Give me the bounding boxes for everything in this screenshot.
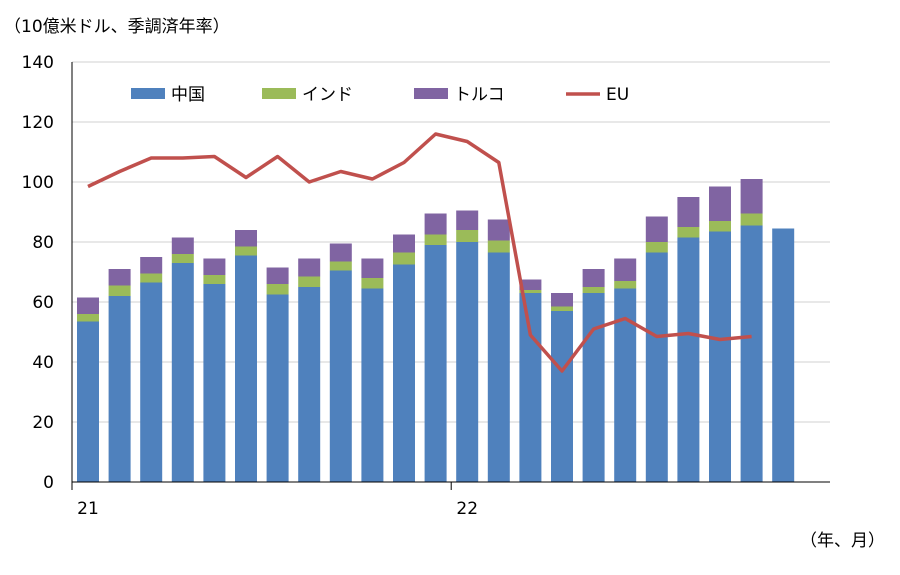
- bar-トルコ: [108, 269, 131, 286]
- bar-中国: [108, 296, 131, 482]
- bar-トルコ: [456, 210, 479, 230]
- bar-中国: [519, 293, 542, 482]
- bar-インド: [298, 276, 321, 287]
- y-tick-label: 40: [32, 353, 54, 373]
- bar-トルコ: [140, 257, 163, 274]
- legend-label: トルコ: [454, 85, 505, 105]
- bar-中国: [645, 252, 668, 482]
- bar-トルコ: [740, 179, 763, 214]
- bar-インド: [551, 306, 573, 311]
- bar-トルコ: [203, 258, 226, 275]
- y-tick-label: 60: [32, 293, 54, 313]
- legend-swatch: [414, 88, 448, 99]
- bar-インド: [614, 281, 637, 289]
- bar-インド: [171, 254, 194, 263]
- bar-トルコ: [77, 297, 99, 314]
- bar-中国: [677, 237, 700, 482]
- y-tick-label: 80: [32, 233, 54, 253]
- bar-インド: [582, 287, 605, 293]
- bar-中国: [487, 252, 510, 482]
- bar-インド: [456, 230, 479, 242]
- bar-トルコ: [393, 234, 415, 253]
- bar-中国: [709, 231, 731, 482]
- bar-中国: [77, 321, 99, 482]
- bar-トルコ: [487, 219, 510, 241]
- bar-トルコ: [582, 269, 605, 287]
- y-tick-label: 140: [22, 53, 54, 73]
- bar-中国: [740, 225, 763, 482]
- legend-label: インド: [302, 85, 353, 105]
- bar-中国: [140, 282, 163, 482]
- bar-インド: [393, 252, 415, 265]
- legend-swatch: [131, 88, 165, 99]
- bar-中国: [235, 255, 257, 482]
- bar-インド: [424, 234, 447, 245]
- x-tick-label: 21: [77, 499, 99, 519]
- bar-中国: [551, 311, 573, 482]
- legend-label: 中国: [171, 85, 205, 105]
- bar-中国: [171, 263, 194, 482]
- bar-中国: [266, 294, 289, 482]
- y-tick-label: 120: [22, 113, 54, 133]
- bar-中国: [772, 228, 795, 482]
- bar-インド: [108, 285, 131, 296]
- bar-中国: [329, 270, 352, 482]
- unit-label: （10億米ドル、季調済年率）: [4, 17, 230, 37]
- bar-トルコ: [424, 213, 447, 235]
- y-tick-label: 20: [32, 413, 54, 433]
- legend-swatch: [262, 88, 296, 99]
- x-axis-label: （年、月）: [800, 531, 885, 551]
- bar-インド: [235, 246, 257, 256]
- bar-トルコ: [519, 279, 542, 290]
- bar-トルコ: [235, 230, 257, 247]
- bar-トルコ: [266, 267, 289, 284]
- bar-トルコ: [329, 243, 352, 262]
- bar-トルコ: [298, 258, 321, 277]
- bar-中国: [424, 245, 447, 482]
- bar-トルコ: [709, 186, 731, 221]
- bar-中国: [582, 293, 605, 482]
- bar-トルコ: [614, 258, 637, 281]
- bar-インド: [361, 278, 384, 289]
- bar-インド: [329, 261, 352, 271]
- y-tick-label: 0: [43, 473, 54, 493]
- bar-インド: [519, 290, 542, 293]
- bar-トルコ: [171, 237, 194, 254]
- bar-インド: [140, 273, 163, 283]
- legend-label: EU: [606, 85, 629, 105]
- bar-トルコ: [645, 216, 668, 242]
- bar-インド: [77, 314, 99, 322]
- bar-インド: [740, 213, 763, 226]
- y-tick-label: 100: [22, 173, 54, 193]
- bar-中国: [361, 288, 384, 482]
- x-tick-label: 22: [456, 499, 478, 519]
- bar-中国: [393, 264, 415, 482]
- bar-インド: [677, 227, 700, 238]
- line-EU: [87, 132, 752, 373]
- bar-インド: [645, 242, 668, 253]
- bar-中国: [203, 284, 226, 482]
- bar-トルコ: [361, 258, 384, 278]
- bar-トルコ: [551, 293, 573, 307]
- bar-インド: [266, 284, 289, 295]
- bar-中国: [614, 288, 637, 482]
- bar-中国: [456, 242, 479, 482]
- bar-インド: [203, 275, 226, 284]
- bar-インド: [487, 240, 510, 253]
- bar-インド: [709, 221, 731, 232]
- bar-トルコ: [677, 197, 700, 227]
- bar-中国: [298, 287, 321, 482]
